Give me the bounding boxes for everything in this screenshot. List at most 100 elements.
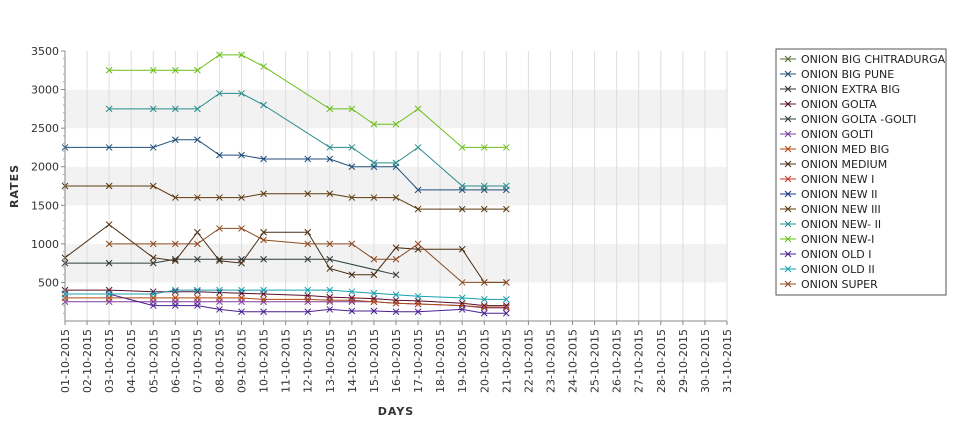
legend-marker-onion-new-i — [784, 235, 792, 243]
data-point-onion-old-ii — [348, 288, 356, 296]
x-tick-label: 09-10-2015 — [236, 329, 249, 393]
x-tick-label: 29-10-2015 — [677, 329, 690, 393]
data-point-onion-medium — [171, 257, 179, 265]
data-point-onion-old-ii — [149, 290, 157, 298]
data-point-onion-old-ii — [194, 286, 201, 294]
data-point-onion-old-i — [502, 309, 510, 317]
data-point-onion-golta — [370, 295, 378, 302]
data-point-onion-old-ii — [458, 294, 466, 302]
x-tick-label: 05-10-2015 — [147, 329, 160, 393]
data-point-onion-big-pune — [216, 151, 223, 159]
data-point-onion-old-i — [238, 308, 245, 316]
y-tick-label: 3500 — [31, 45, 59, 58]
data-point-onion-old-ii — [370, 289, 378, 297]
data-point-onion-new-iii — [304, 190, 312, 198]
x-tick-label: 03-10-2015 — [103, 329, 116, 393]
data-point-onion-old-ii — [216, 286, 223, 294]
data-point-onion-golta — [216, 289, 223, 296]
data-point-onion-old-i — [216, 306, 223, 313]
y-tick-label: 2500 — [31, 122, 59, 135]
legend-marker-onion-new-iii — [784, 205, 792, 213]
x-tick-label: 14-10-2015 — [346, 329, 359, 393]
legend-marker-onion-golti — [784, 130, 792, 138]
data-point-onion-new-iii — [370, 194, 378, 201]
data-point-onion-super — [458, 279, 466, 286]
data-point-onion-new-i — [348, 105, 356, 113]
data-point-onion-super — [260, 236, 267, 244]
data-point-onion-new-iii — [480, 205, 488, 213]
y-tick-label: 1000 — [31, 238, 59, 251]
x-tick-label: 01-10-2015 — [59, 329, 72, 393]
data-point-onion-medium — [105, 221, 113, 228]
data-point-onion-old-i — [370, 307, 378, 315]
y-tick-label: 3000 — [31, 84, 59, 97]
legend-marker-onion-new-i — [784, 175, 792, 183]
x-tick-label: 11-10-2015 — [280, 329, 293, 393]
legend-label-onion-extra-big: ONION EXTRA BIG — [801, 83, 900, 96]
data-point-onion-super — [238, 225, 245, 232]
data-point-onion-golta-golti — [171, 255, 179, 263]
x-tick-label: 19-10-2015 — [456, 329, 469, 393]
data-point-onion-old-ii — [238, 286, 245, 294]
legend-marker-onion-big-pune — [784, 70, 792, 78]
y-tick-label: 1500 — [31, 199, 59, 212]
x-tick-label: 20-10-2015 — [478, 329, 491, 393]
x-tick-label: 15-10-2015 — [368, 329, 381, 393]
data-point-onion-golta — [149, 288, 157, 296]
legend-label-onion-big-chitradurga: ONION BIG CHITRADURGA — [801, 53, 946, 66]
data-point-onion-super — [194, 240, 201, 248]
data-point-onion-big-pune — [414, 186, 422, 194]
data-point-onion-medium — [194, 228, 201, 236]
x-tick-label: 17-10-2015 — [412, 329, 425, 393]
x-tick-label: 12-10-2015 — [302, 329, 315, 393]
data-point-onion-new-ii — [414, 144, 422, 151]
legend-label-onion-new-ii: ONION NEW II — [801, 188, 878, 201]
data-point-onion-old-i — [392, 308, 400, 316]
data-point-onion-medium — [458, 245, 466, 253]
data-point-onion-old-ii — [304, 286, 312, 294]
y-tick-label: 500 — [38, 276, 59, 289]
legend-label-onion-med-big: ONION MED BIG — [801, 143, 889, 156]
series-markers — [61, 51, 510, 317]
data-point-onion-big-pune — [194, 136, 201, 144]
x-tick-label: 22-10-2015 — [522, 329, 535, 393]
data-point-onion-medium — [260, 228, 267, 236]
data-point-onion-med-big — [326, 296, 334, 304]
legend-label-onion-golta-golti: ONION GOLTA -GOLTI — [801, 113, 916, 126]
data-point-onion-new-ii — [105, 105, 113, 113]
x-tick-label: 26-10-2015 — [611, 329, 624, 393]
data-point-onion-golta-golti — [326, 255, 334, 263]
data-point-onion-new-iii — [260, 190, 267, 198]
legend-label-onion-medium: ONION MEDIUM — [801, 158, 887, 171]
data-point-onion-new-i — [194, 66, 201, 74]
x-tick-label: 06-10-2015 — [169, 329, 182, 393]
data-point-onion-new-i — [326, 105, 334, 113]
y-tick-label: 2000 — [31, 161, 59, 174]
data-point-onion-golta — [480, 302, 488, 309]
data-point-onion-golti — [480, 304, 488, 312]
data-point-onion-med-big — [304, 296, 312, 303]
data-point-onion-new-iii — [502, 205, 510, 213]
data-point-onion-old-i — [171, 302, 179, 309]
legend: ONION BIG CHITRADURGA ONION BIG PUNE ONION… — [775, 48, 947, 296]
data-point-onion-new-ii — [370, 159, 378, 167]
data-point-onion-new-i — [149, 66, 157, 74]
data-point-onion-super — [502, 279, 510, 286]
data-point-onion-med-big — [480, 303, 488, 311]
data-point-onion-golta-golti — [149, 259, 157, 267]
data-point-onion-super — [348, 240, 356, 248]
data-point-onion-old-ii — [171, 286, 179, 294]
data-point-onion-new-i — [171, 66, 179, 74]
data-point-onion-medium — [326, 265, 334, 272]
data-point-onion-golta — [458, 299, 466, 307]
data-point-onion-med-big — [370, 298, 378, 306]
data-point-onion-golti — [502, 304, 510, 312]
data-point-onion-medium — [304, 228, 312, 236]
data-point-onion-med-big — [216, 294, 223, 302]
x-tick-label: 24-10-2015 — [567, 329, 580, 393]
data-point-onion-golta-golti — [260, 255, 267, 263]
data-point-onion-super — [149, 240, 157, 248]
data-point-onion-med-big — [260, 296, 267, 303]
x-tick-label: 31-10-2015 — [721, 329, 734, 393]
data-point-onion-new-iii — [326, 190, 334, 198]
